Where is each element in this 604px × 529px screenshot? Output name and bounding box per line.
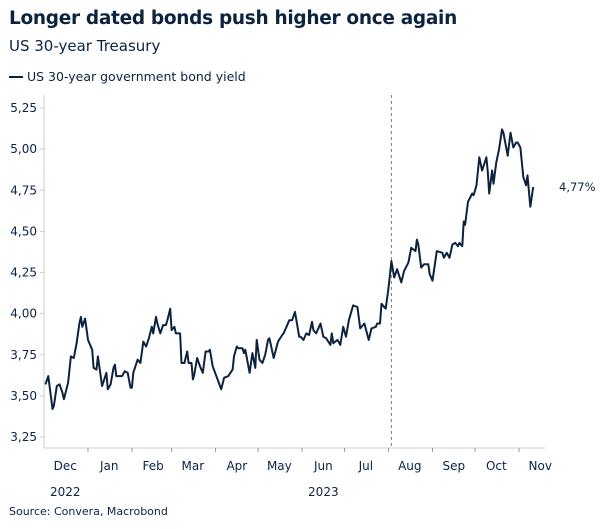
x-tick-label: Jun — [313, 459, 333, 473]
x-year-label: 2022 — [50, 485, 81, 499]
legend-label: US 30-year government bond yield — [27, 69, 246, 84]
y-tick-label: 4,50 — [10, 224, 37, 238]
y-tick-label: 3,50 — [10, 389, 37, 403]
x-tick-label: Sep — [442, 459, 465, 473]
y-tick-label: 4,00 — [10, 307, 37, 321]
y-axis: 5,25 5,00 4,75 4,50 4,25 4,00 3,75 3,50 3,25 — [10, 95, 45, 448]
x-tick-label: Apr — [226, 459, 247, 473]
x-tick-label: Oct — [486, 459, 507, 473]
y-tick-label: 3,75 — [10, 348, 37, 362]
x-tick-label: Mar — [182, 459, 205, 473]
x-axis: Dec Jan Feb Mar Apr May Jun Jul Aug Sep Oct Nov 2022… — [44, 447, 552, 499]
x-tick-label: Jan — [99, 459, 119, 473]
x-tick-label: May — [267, 459, 292, 473]
source-note: Source: Convera, Macrobond — [9, 505, 168, 518]
end-value-label: 4,77% — [559, 180, 596, 194]
y-tick-label: 5,25 — [10, 101, 37, 115]
y-tick-label: 5,00 — [10, 142, 37, 156]
x-tick-label: Dec — [54, 459, 77, 473]
x-tick-label: Feb — [143, 459, 164, 473]
legend: US 30-year government bond yield — [9, 69, 246, 84]
y-tick-label: 4,75 — [10, 183, 37, 197]
y-tick-label: 3,25 — [10, 430, 37, 444]
x-tick-label: Nov — [529, 459, 552, 473]
chart-subtitle: US 30-year Treasury — [9, 37, 161, 55]
legend-line-swatch — [9, 75, 23, 78]
x-year-label: 2023 — [308, 485, 339, 499]
chart-title: Longer dated bonds push higher once agai… — [9, 8, 457, 29]
y-tick-label: 4,25 — [10, 266, 37, 280]
x-tick-label: Aug — [398, 459, 421, 473]
series-line-us-30y-yield — [44, 128, 535, 410]
x-tick-label: Jul — [358, 459, 373, 473]
